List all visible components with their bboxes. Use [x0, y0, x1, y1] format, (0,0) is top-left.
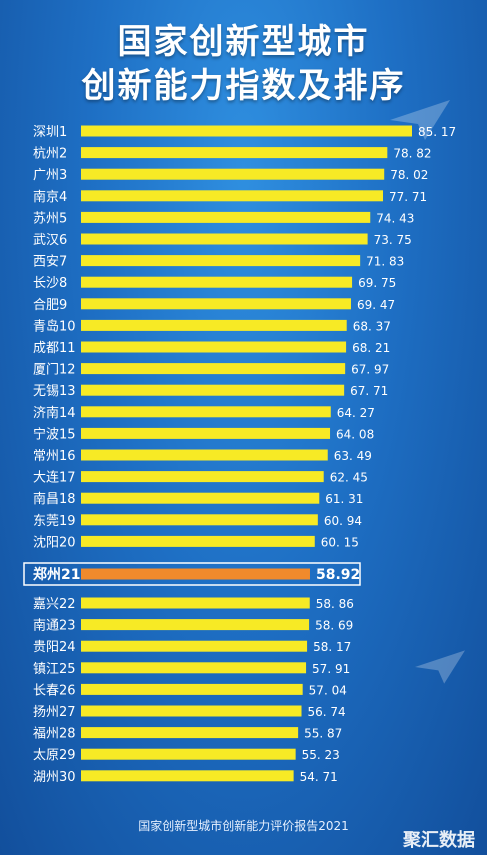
value-label: 57. 04 [309, 683, 347, 697]
bar [81, 619, 310, 631]
value-label: 85. 17 [418, 125, 456, 139]
category-label: 武汉6 [33, 233, 67, 248]
bar [81, 514, 318, 526]
category-label: 合肥9 [33, 298, 67, 313]
category-label: 常州16 [33, 449, 76, 464]
category-label: 宁波15 [33, 426, 76, 442]
value-label: 63. 49 [334, 449, 372, 463]
category-label: 无锡13 [33, 384, 76, 399]
category-label: 沈阳20 [33, 535, 76, 550]
category-label: 广州3 [33, 168, 67, 183]
bar [81, 341, 347, 353]
bar [81, 211, 371, 223]
value-label: 68. 37 [353, 319, 391, 333]
bar [81, 319, 347, 331]
value-label: 55. 23 [302, 748, 340, 762]
value-label: 58. 69 [315, 619, 353, 633]
value-label: 71. 83 [366, 255, 404, 269]
bar [81, 363, 346, 375]
bar [81, 535, 315, 547]
value-label: 69. 75 [358, 276, 396, 290]
category-label: 湖州30 [33, 770, 76, 785]
category-label: 太原29 [33, 748, 76, 763]
value-label: 55. 87 [304, 727, 342, 741]
source-caption: 国家创新型城市创新能力评价报告2021 [138, 819, 349, 833]
bar [81, 168, 385, 180]
bar [81, 384, 345, 396]
bar [81, 568, 310, 580]
highlight-frame [23, 562, 361, 586]
bar [81, 683, 303, 695]
bar [81, 727, 299, 739]
value-label: 74. 43 [376, 211, 414, 225]
bar [81, 406, 331, 418]
value-label: 78. 82 [393, 147, 431, 161]
bar [81, 471, 324, 483]
category-label: 福州28 [33, 727, 76, 742]
category-label: 青岛10 [33, 318, 76, 334]
category-label: 西安7 [33, 255, 67, 270]
category-label: 长沙8 [33, 276, 67, 291]
bar [81, 705, 302, 717]
bar-chart: 深圳1 85. 17 杭州2 78. 82 广州3 78. 02 南京4 77. 71 苏州5 7… [23, 125, 456, 785]
bar [81, 298, 351, 310]
value-label: 69. 47 [357, 298, 395, 312]
category-label: 郑州21 [33, 566, 80, 583]
category-label: 成都11 [33, 341, 76, 356]
value-label: 67. 97 [351, 363, 389, 377]
category-label: 厦门12 [33, 363, 76, 378]
category-label: 镇江25 [33, 662, 76, 677]
category-label: 嘉兴22 [33, 597, 76, 612]
value-label: 56. 74 [308, 705, 346, 719]
category-label: 济南14 [33, 405, 76, 421]
value-label: 64. 27 [337, 406, 375, 420]
value-label: 68. 21 [352, 341, 390, 355]
value-label: 61. 31 [325, 492, 363, 506]
paper-plane-icon [415, 650, 465, 684]
bar [81, 640, 308, 652]
category-label: 南通23 [33, 618, 76, 634]
value-label: 60. 15 [321, 535, 359, 549]
bar [81, 276, 353, 288]
bar [81, 125, 412, 137]
chart-title-line1: 国家创新型城市 [117, 22, 370, 62]
value-label: 60. 94 [324, 514, 362, 528]
bar [81, 748, 296, 760]
category-label: 南京4 [33, 189, 67, 205]
paper-plane-icon [390, 100, 450, 140]
value-label: 54. 71 [300, 770, 338, 784]
bar [81, 597, 310, 609]
category-label: 深圳1 [33, 125, 67, 140]
chart-title-line2: 创新能力指数及排序 [81, 66, 406, 106]
value-label: 77. 71 [389, 190, 427, 204]
value-label: 67. 71 [350, 384, 388, 398]
bar [81, 427, 331, 439]
category-label: 杭州2 [33, 147, 67, 162]
value-label: 64. 08 [336, 427, 374, 441]
bar [81, 449, 328, 461]
value-label: 73. 75 [374, 233, 412, 247]
watermark-logo: 聚汇数据 [403, 830, 475, 851]
value-label: 78. 02 [390, 168, 428, 182]
category-label: 苏州5 [33, 210, 67, 226]
value-label: 58.92 [316, 567, 360, 583]
bar [81, 492, 320, 504]
category-label: 南昌18 [33, 491, 76, 507]
category-label: 大连17 [33, 470, 76, 486]
bar [81, 770, 294, 782]
value-label: 58. 17 [313, 640, 351, 654]
category-label: 扬州27 [33, 705, 76, 720]
bar [81, 662, 307, 674]
bar [81, 147, 388, 159]
bar [81, 233, 368, 245]
bar [81, 190, 384, 202]
category-label: 长春26 [33, 683, 76, 698]
category-label: 东莞19 [33, 514, 76, 529]
value-label: 57. 91 [312, 662, 350, 676]
bar [81, 255, 361, 267]
category-label: 贵阳24 [33, 640, 76, 655]
value-label: 58. 86 [316, 597, 354, 611]
value-label: 62. 45 [330, 471, 368, 485]
